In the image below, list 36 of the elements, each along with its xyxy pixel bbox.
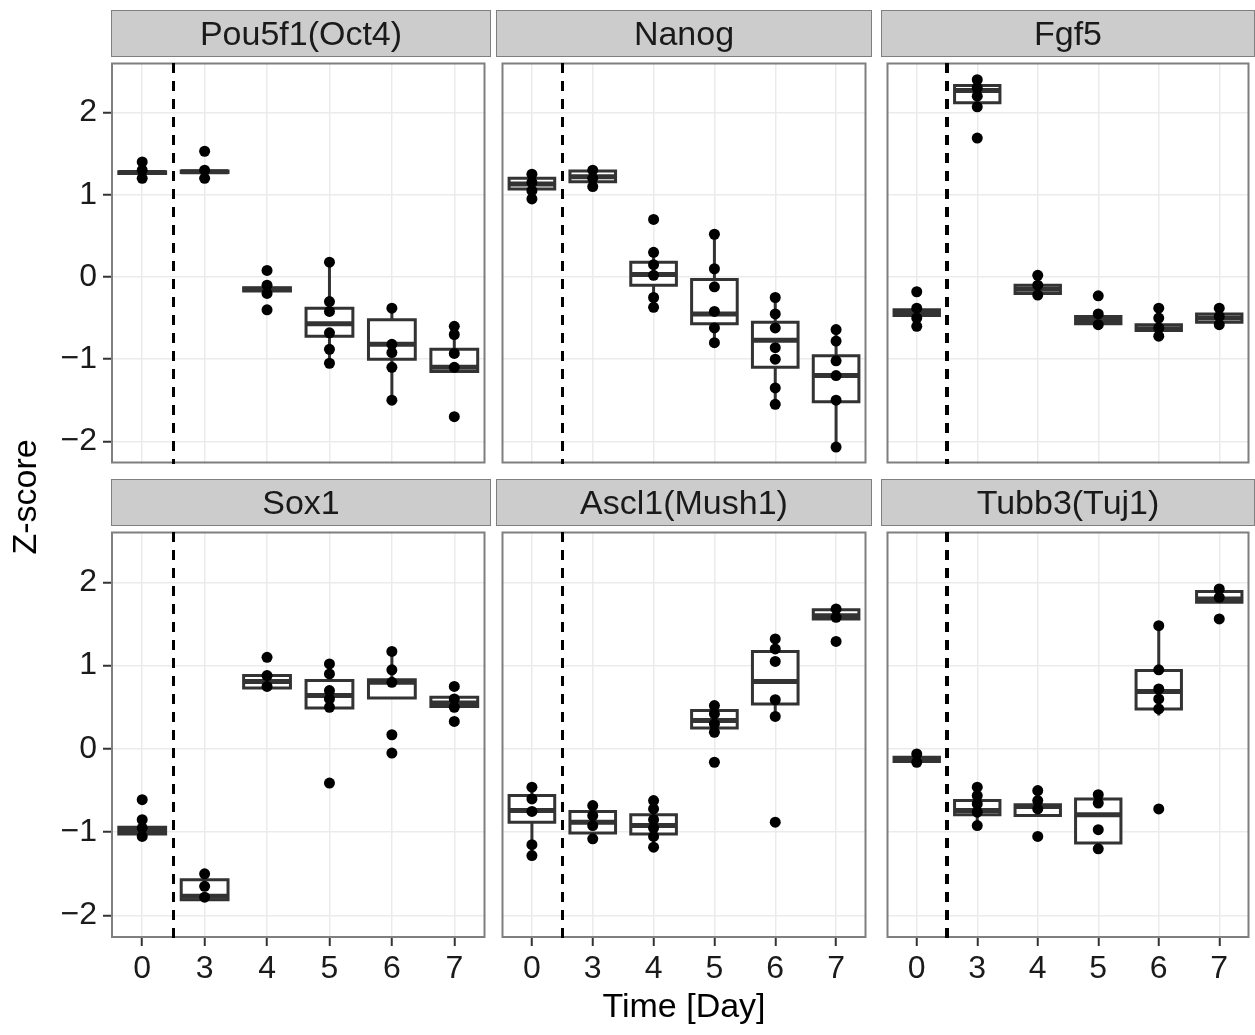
chart-title: Fgf5: [881, 10, 1255, 57]
x-tick-label: 5: [320, 949, 339, 986]
x-tick-label: 0: [133, 949, 152, 986]
y-tick-label: −2: [60, 421, 97, 458]
y-tick-label: 2: [79, 92, 97, 129]
x-tick-label: 5: [1089, 949, 1108, 986]
y-axis-title: Z-score: [5, 439, 43, 555]
chart-title: Sox1: [111, 479, 491, 526]
x-tick-label: 6: [1149, 949, 1168, 986]
x-tick-label: 5: [705, 949, 724, 986]
x-tick-label: 0: [523, 949, 541, 986]
x-tick-label: 4: [1028, 949, 1047, 986]
chart-title: Pou5f1(Oct4): [111, 10, 491, 57]
y-tick-label: 2: [79, 562, 97, 599]
y-tick-label: −2: [60, 895, 97, 932]
chart-title: Ascl1(Mush1): [496, 479, 872, 526]
x-tick-label: 4: [644, 949, 663, 986]
y-tick-label: −1: [60, 338, 97, 375]
y-tick-label: 1: [79, 174, 97, 211]
x-tick-label: 6: [766, 949, 785, 986]
chart-title: Nanog: [496, 10, 872, 57]
x-tick-label: 3: [968, 949, 987, 986]
y-tick-label: 0: [79, 256, 97, 293]
x-axis-title: Time [Day]: [602, 986, 766, 1024]
x-tick-label: 7: [445, 949, 464, 986]
x-tick-label: 6: [382, 949, 401, 986]
x-tick-label: 7: [1210, 949, 1229, 986]
y-tick-label: 0: [79, 728, 97, 765]
x-tick-label: 3: [195, 949, 214, 986]
chart-title: Tubb3(Tuj1): [881, 479, 1255, 526]
x-tick-label: 0: [907, 949, 926, 986]
x-tick-label: 7: [827, 949, 845, 986]
x-tick-label: 4: [258, 949, 276, 986]
x-tick-label: 3: [583, 949, 602, 986]
y-tick-label: −1: [60, 812, 97, 849]
y-tick-label: 1: [79, 645, 97, 682]
